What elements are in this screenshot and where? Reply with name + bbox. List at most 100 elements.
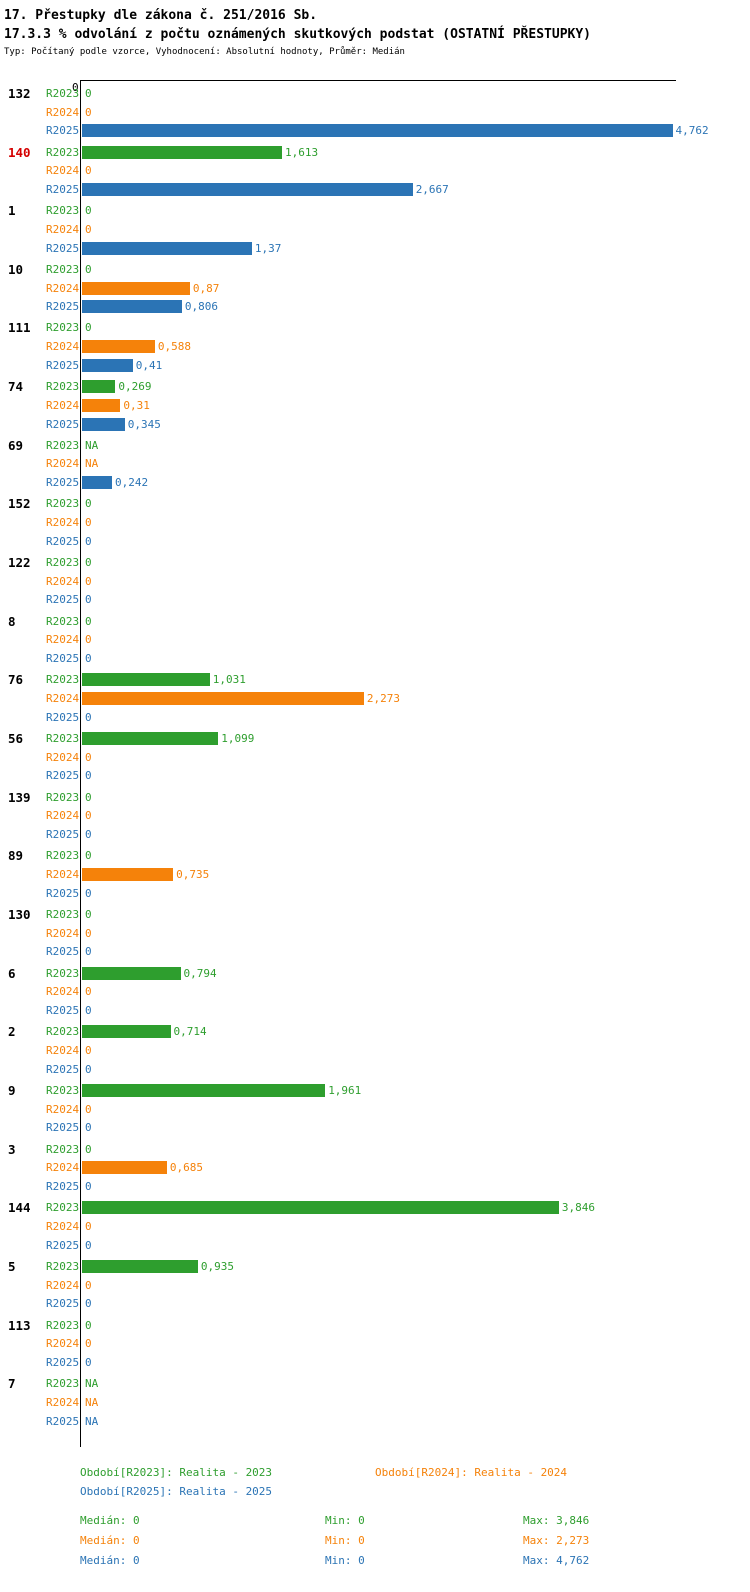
bar-row: R2025 0 [0,532,750,551]
axis-zero-label: 0 [72,81,79,94]
value-label: 0 [85,1180,92,1194]
value-label: 0 [85,945,92,959]
bar-area: 0 [81,887,750,900]
category-group: 10 R2023 0 R2024 0,87 R2025 0,806 [0,260,750,316]
series-label: R2024 [46,1337,80,1351]
bar-row: R2025 0 [0,1060,750,1079]
bar-row: R2024 0 [0,161,750,180]
bar-row: R2025 0,345 [0,415,750,434]
series-label: R2025 [46,593,80,607]
series-label: R2025 [46,1356,80,1369]
bar-area: 0 [81,711,750,724]
bar-area: 0 [81,769,750,782]
bar [82,145,282,159]
value-label: 0 [85,1102,92,1116]
series-label: R2024 [46,868,80,882]
bar-area: 0,685 [81,1161,750,1175]
bar-row: 10 R2023 0 [0,260,750,279]
bar-area: 0 [81,321,750,334]
bar-area: 0 [81,1063,750,1076]
series-label: R2025 [46,358,80,372]
bar-area: 0 [81,223,750,236]
bar-area: 0 [81,751,750,764]
series-label: R2025 [46,1414,80,1428]
series-label: R2024 [46,1102,80,1116]
bar-area: 0,735 [81,868,750,882]
series-label: R2025 [46,652,80,666]
category-group: 152 R2023 0 R2024 0 R2025 0 [0,495,750,551]
bar-row: R2024 0,588 [0,337,750,356]
series-label: R2024 [46,692,80,706]
bar-row: 9 R2023 1,961 [0,1081,750,1100]
value-label: 0,794 [183,966,217,980]
value-label: 0 [85,926,92,940]
series-label: R2024 [46,633,80,647]
bar-row: R2024 0 [0,513,750,532]
series-label: R2025 [46,182,80,196]
bar-row: 122 R2023 0 [0,553,750,572]
category-label: 113 [8,1317,31,1333]
bar [82,868,174,882]
series-label: R2023 [46,732,80,746]
value-label: 1,961 [328,1084,362,1097]
series-label: R2024 [46,985,80,999]
stats-row: Medián: 0 Min: 0 Max: 3,846 [80,1511,750,1531]
category-label: 74 [8,379,24,395]
bar [82,1201,559,1215]
bar-row: 7 R2023 NA [0,1374,750,1393]
bar-area: 0 [81,633,750,646]
stats-row: Medián: 0 Min: 0 Max: 2,273 [80,1531,750,1551]
value-label: NA [85,438,99,452]
bar [82,182,413,196]
bar-row: R2025 0 [0,708,750,727]
value-label: 0 [85,1044,92,1058]
series-label: R2023 [46,438,80,452]
stat-median: Medián: 0 [80,1514,140,1528]
bar-area: 0 [81,1239,750,1252]
bar-row: R2025 0 [0,591,750,610]
bar-row: 74 R2023 0,269 [0,377,750,396]
chart-body: 132 R2023 0 R2024 0 R2025 4,762 140 R2023 1,613 R2… [0,80,750,1448]
bar-row: 1 R2023 0 [0,201,750,220]
category-group: 56 R2023 1,099 R2024 0 R2025 0 [0,729,750,785]
bar-area: 0 [81,1220,750,1233]
series-label: R2023 [46,966,80,980]
category-label: 130 [8,907,31,923]
value-label: 0 [85,516,92,530]
category-label: 8 [8,613,16,629]
value-label: 0 [85,1278,92,1292]
bar-row: R2025 2,667 [0,180,750,199]
bar-row: 130 R2023 0 [0,905,750,924]
series-label: R2023 [46,1025,80,1039]
category-label: 152 [8,496,31,512]
bar-row: R2025 0 [0,649,750,668]
category-label: 5 [8,1258,16,1274]
bar-area: 0 [81,791,750,804]
bar-area: 0 [81,497,750,510]
bar [82,1259,198,1273]
series-label: R2025 [46,300,80,314]
bar-row: R2024 0 [0,220,750,239]
category-label: 69 [8,437,24,453]
bar-area: 0 [81,535,750,548]
bar-area: 0,794 [81,966,750,980]
bar-row: R2025 0 [0,1001,750,1020]
bar-row: 139 R2023 0 [0,788,750,807]
category-group: 111 R2023 0 R2024 0,588 R2025 0,41 [0,319,750,375]
bar [82,1025,171,1039]
category-label: 10 [8,261,24,277]
series-label: R2025 [46,945,80,959]
bar-row: R2025 0 [0,1119,750,1138]
series-label: R2024 [46,1278,80,1292]
value-label: 0 [85,204,92,218]
category-label: 76 [8,672,24,688]
bar [82,476,112,490]
bar-area: 2,667 [81,182,750,196]
category-label: 89 [8,848,24,864]
bar-row: R2024 0 [0,1276,750,1295]
bar-row: R2024 0 [0,103,750,122]
bar-chart: 0 132 R2023 0 R2024 0 R2025 4,762 140 R2023 1,613… [0,80,750,1448]
category-label: 111 [8,320,31,336]
value-label: 1,613 [285,145,319,159]
